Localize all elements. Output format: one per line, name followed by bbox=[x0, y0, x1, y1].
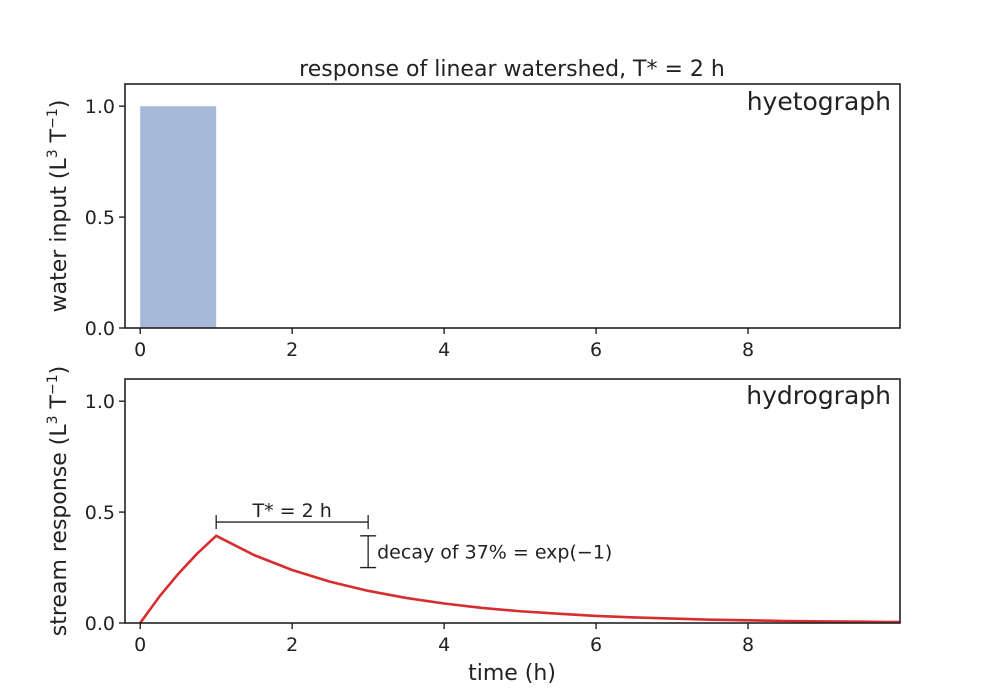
hyetograph-panel-label: hyetograph bbox=[747, 87, 891, 116]
hyetograph-frame bbox=[124, 83, 901, 329]
hyetograph-y-tick-label: 1.0 bbox=[85, 96, 115, 118]
hydrograph-panel-label: hydrograph bbox=[746, 381, 891, 410]
hydrograph-y-tick-label: 1.0 bbox=[85, 391, 115, 413]
hydrograph-x-tick-label: 8 bbox=[742, 634, 754, 656]
hydrograph-y-tick-label: 0.0 bbox=[85, 613, 115, 635]
decay-annotation: decay of 37% = exp(−1) bbox=[377, 542, 612, 564]
hyetograph-x-tick-label: 2 bbox=[286, 339, 298, 361]
chart-title: response of linear watershed, T* = 2 h bbox=[299, 57, 725, 82]
hydrograph-panel: 0 2 4 6 8 0.0 0.5 1.0 T* = 2 h decay of 37% = ex… bbox=[45, 366, 901, 686]
hyetograph-y-tick-label: 0.0 bbox=[85, 318, 115, 340]
hydrograph-line bbox=[139, 534, 901, 624]
hydrograph-y-axis-label: stream response (L3 T−1) bbox=[45, 366, 72, 636]
hyetograph-y-tick-label: 0.5 bbox=[85, 207, 115, 229]
hyetograph-y-axis-label: water input (L3 T−1) bbox=[45, 100, 72, 313]
hydrograph-frame bbox=[124, 378, 901, 624]
tstar-annotation: T* = 2 h bbox=[252, 500, 332, 522]
hydrograph-x-tick-label: 4 bbox=[438, 634, 450, 656]
hyetograph-bar bbox=[140, 106, 217, 328]
hydrograph-x-tick-label: 6 bbox=[590, 634, 602, 656]
hydrograph-x-axis-label: time (h) bbox=[468, 661, 556, 686]
hydrograph-y-tick-label: 0.5 bbox=[85, 502, 115, 524]
hyetograph-x-tick-label: 6 bbox=[590, 339, 602, 361]
hyetograph-x-tick-label: 8 bbox=[742, 339, 754, 361]
hydrograph-x-tick-label: 2 bbox=[286, 634, 298, 656]
hyetograph-panel: 0 2 4 6 8 0.0 0.5 1.0 hyetograph water input (L… bbox=[45, 83, 901, 361]
hyetograph-x-tick-label: 0 bbox=[134, 339, 146, 361]
hyetograph-x-tick-label: 4 bbox=[438, 339, 450, 361]
hydrograph-x-tick-label: 0 bbox=[134, 634, 146, 656]
